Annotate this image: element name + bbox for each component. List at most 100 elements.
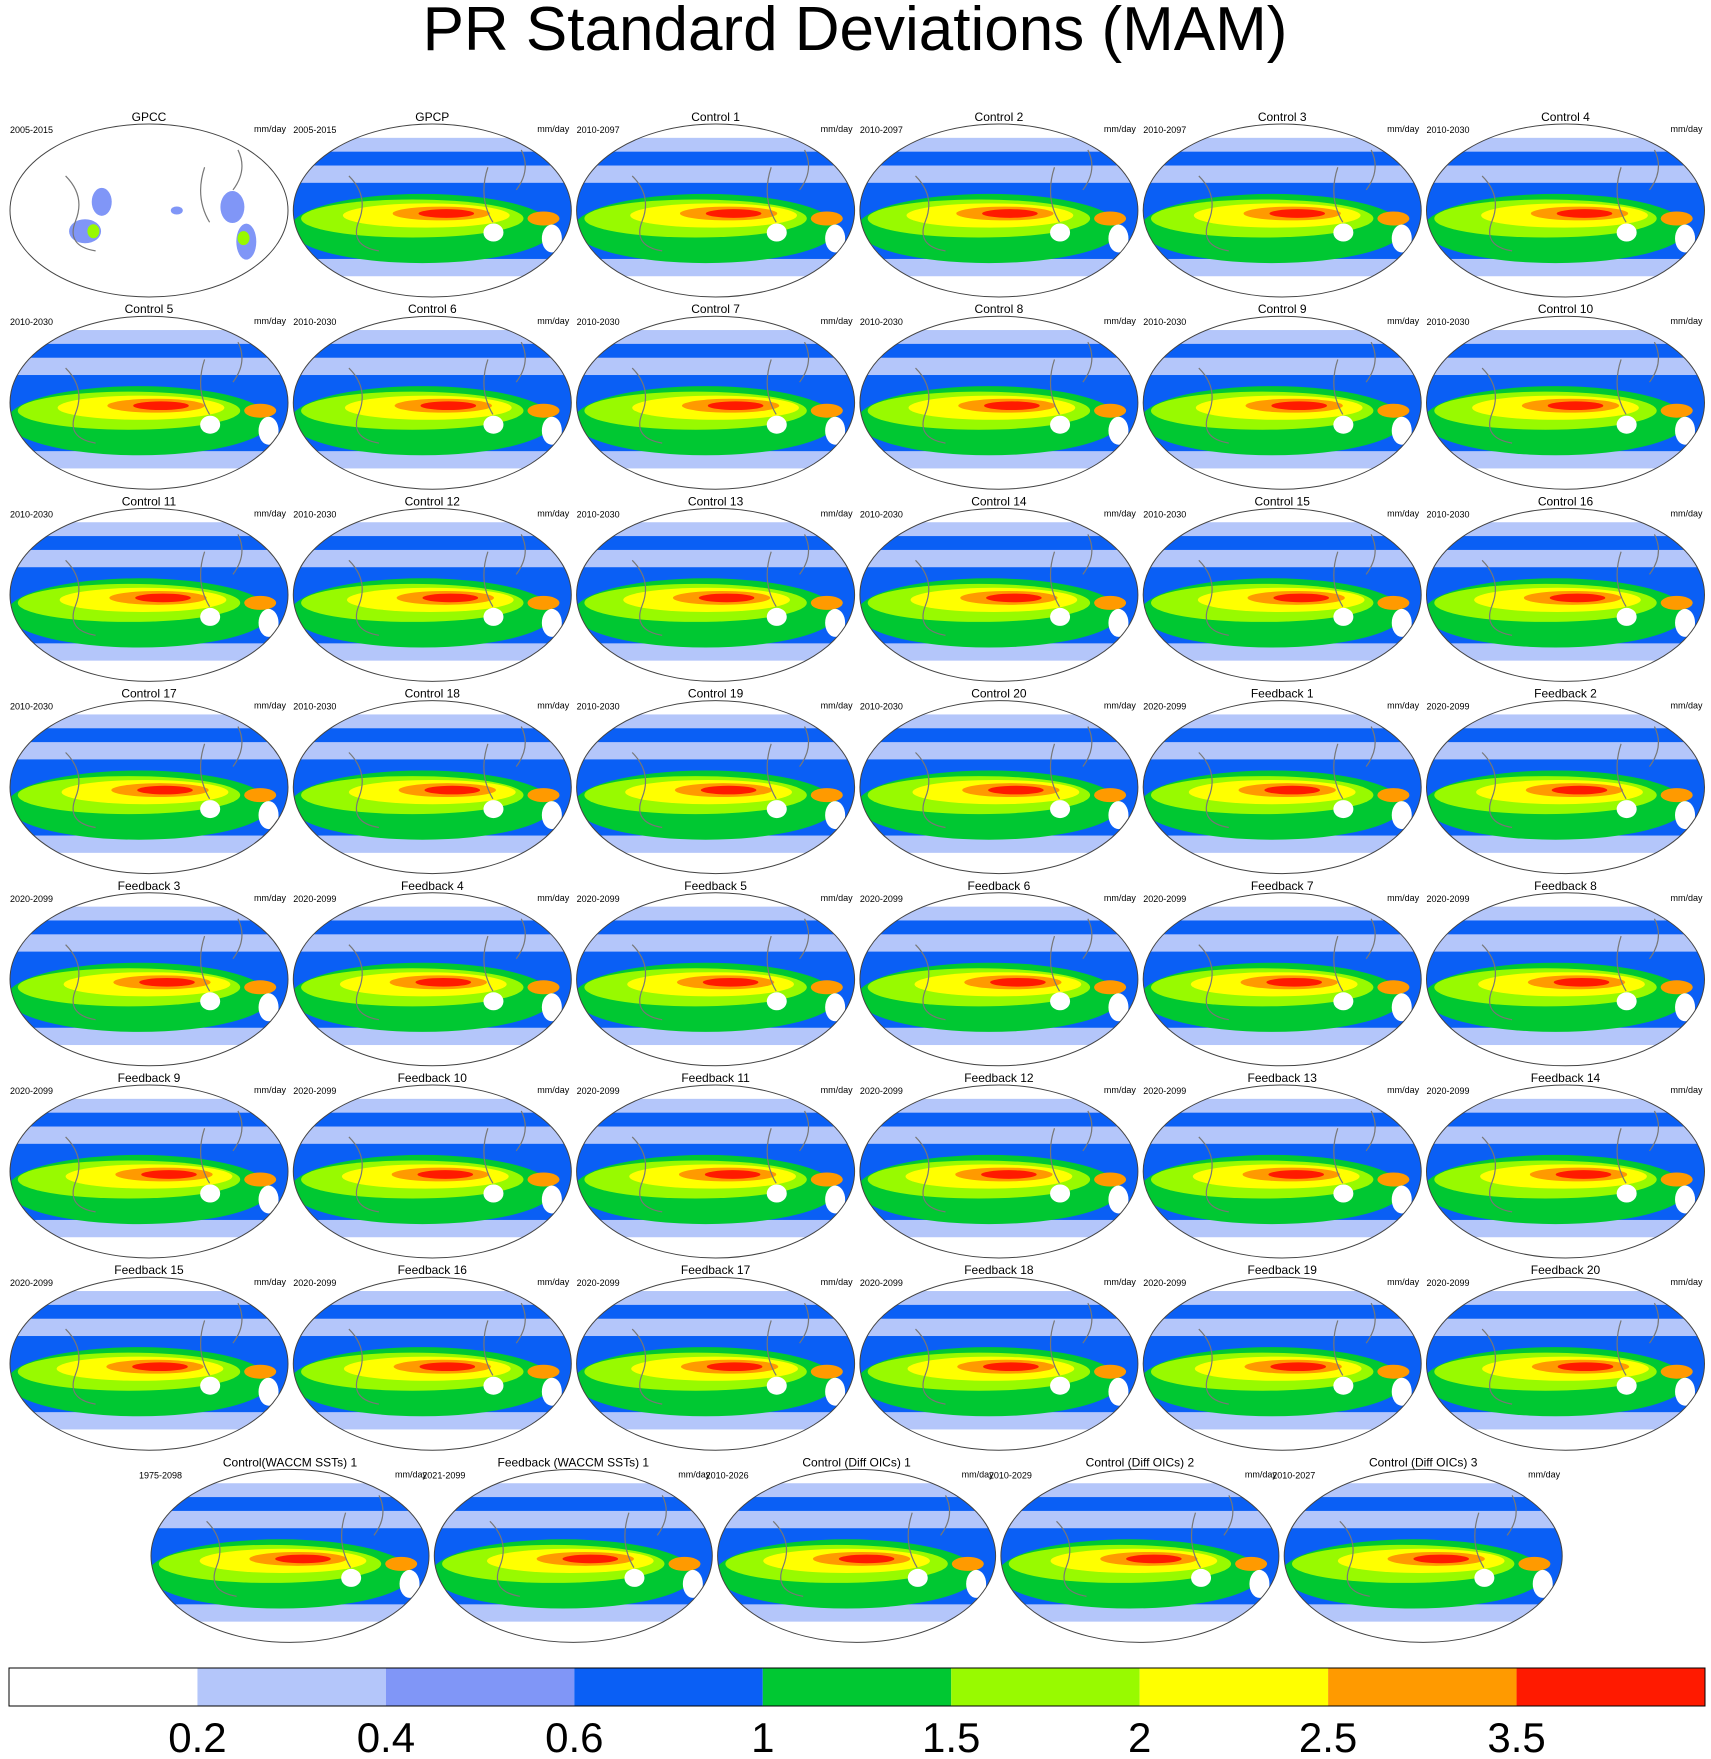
map-field xyxy=(1143,316,1422,490)
map-outline xyxy=(9,700,289,875)
band xyxy=(1126,1554,1182,1564)
map-outline xyxy=(9,892,289,1067)
land-field xyxy=(825,608,846,637)
coastline xyxy=(348,534,526,636)
band xyxy=(422,593,479,603)
panel-period: 2010-2030 xyxy=(1143,509,1186,519)
map-field xyxy=(10,700,288,874)
map-panel: GPCC 2005-2015 mm/day xyxy=(9,110,289,298)
map-field xyxy=(10,1277,288,1451)
land-field xyxy=(1249,1569,1270,1598)
band xyxy=(527,595,560,610)
land-field xyxy=(1191,1568,1212,1587)
panel-units: mm/day xyxy=(1387,1277,1420,1287)
map-panel: Feedback 7 2020-2099 mm/day xyxy=(1142,879,1422,1067)
coastline xyxy=(65,534,243,636)
coastline xyxy=(1198,726,1376,829)
band xyxy=(1143,549,1422,568)
map-field xyxy=(151,1469,429,1643)
colorbar-swatch xyxy=(1516,1668,1705,1706)
band xyxy=(139,977,195,987)
band xyxy=(1094,211,1127,226)
panel-period: 2010-2030 xyxy=(860,317,903,327)
band xyxy=(415,977,472,987)
colorbar-label: 3.5 xyxy=(1487,1714,1545,1759)
panel-period: 2020-2099 xyxy=(1427,702,1470,712)
map-field xyxy=(717,1469,996,1643)
land-field xyxy=(1333,992,1354,1011)
panel-title: Feedback 18 xyxy=(964,1263,1034,1277)
band xyxy=(527,980,560,995)
land-field xyxy=(91,187,112,216)
coastline xyxy=(348,1110,526,1213)
panel-period: 2020-2099 xyxy=(293,1086,336,1096)
map-field xyxy=(10,892,288,1066)
band xyxy=(810,788,843,803)
panel-period: 2020-2099 xyxy=(293,1278,336,1288)
land-field xyxy=(825,801,846,830)
map-field xyxy=(1143,124,1422,297)
panel-period: 2010-2030 xyxy=(1427,509,1470,519)
panel-period: 2020-2099 xyxy=(10,1086,53,1096)
map-outline xyxy=(433,1468,713,1643)
map-outline xyxy=(1000,1468,1280,1643)
land-field xyxy=(541,1185,562,1214)
land-field xyxy=(483,607,504,626)
panel-units: mm/day xyxy=(821,701,854,711)
band xyxy=(576,357,855,376)
land-field xyxy=(541,801,562,830)
band xyxy=(1426,165,1705,183)
band xyxy=(1269,209,1325,218)
map-field xyxy=(1143,1085,1422,1258)
band xyxy=(1143,742,1422,760)
colorbar-label: 1 xyxy=(751,1714,774,1759)
land-field xyxy=(1616,223,1637,242)
land-field xyxy=(766,223,787,242)
coastline xyxy=(65,726,243,829)
map-panel: Control 3 2010-2097 mm/day xyxy=(1142,110,1422,298)
band xyxy=(1094,1364,1127,1379)
panel-period: 2010-2030 xyxy=(10,317,53,327)
panel-period: 2020-2099 xyxy=(293,894,336,904)
band xyxy=(1557,1362,1614,1372)
panel-units: mm/day xyxy=(1104,1277,1137,1287)
band xyxy=(419,1362,476,1372)
coastline xyxy=(1481,149,1660,252)
panel-units: mm/day xyxy=(537,508,570,518)
panel-units: mm/day xyxy=(678,1469,711,1479)
land-field xyxy=(1616,1376,1637,1395)
land-field xyxy=(541,224,562,253)
panel-title: Control 4 xyxy=(1541,110,1590,124)
land-field xyxy=(1333,1376,1354,1395)
band xyxy=(1273,593,1329,603)
panel-title: Feedback 9 xyxy=(118,1071,181,1085)
coastline xyxy=(65,341,243,444)
map-field xyxy=(1426,1085,1705,1258)
coastline xyxy=(1198,534,1376,636)
land-field xyxy=(1532,1569,1553,1598)
map-outline xyxy=(576,1276,856,1451)
panel-units: mm/day xyxy=(537,893,570,903)
map-field xyxy=(434,1469,713,1643)
land-field xyxy=(541,416,562,445)
map-panel: Feedback 13 2020-2099 mm/day xyxy=(1142,1071,1422,1259)
band xyxy=(700,785,757,795)
panel-period: 2020-2099 xyxy=(1427,1278,1470,1288)
map-field xyxy=(1143,892,1422,1066)
colorbar-label: 2 xyxy=(1128,1714,1151,1759)
map-panel: Control 7 2010-2030 mm/day xyxy=(576,302,856,490)
map-field xyxy=(859,508,1138,682)
panel-units: mm/day xyxy=(537,124,570,134)
coastline xyxy=(348,341,526,444)
panel-units: mm/day xyxy=(1245,1469,1278,1479)
land-field xyxy=(200,607,221,626)
map-panel: Feedback 1 2020-2099 mm/day xyxy=(1142,687,1422,875)
panel-period: 2020-2099 xyxy=(860,894,903,904)
land-field xyxy=(1050,607,1071,626)
land-field xyxy=(766,992,787,1011)
panel-units: mm/day xyxy=(254,124,287,134)
map-field xyxy=(1000,1469,1279,1643)
map-panel: Control 2 2010-2097 mm/day xyxy=(859,110,1139,298)
map-panel: Control 17 2010-2030 mm/day xyxy=(9,687,289,875)
